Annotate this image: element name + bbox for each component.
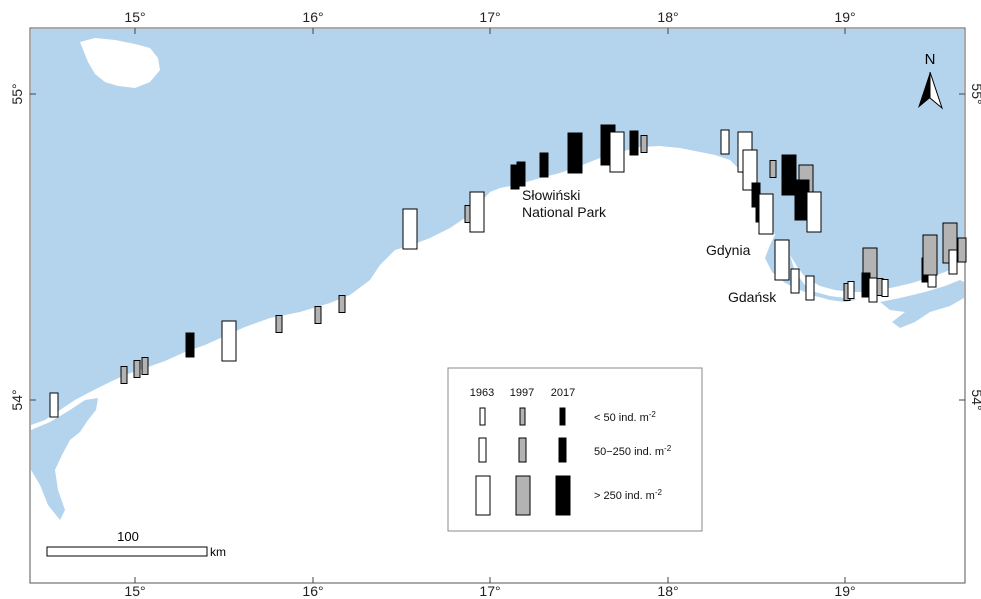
density-marker-2017-30 — [781, 154, 797, 196]
scale-value: 100 — [117, 529, 139, 544]
scale-bar: 100 km — [46, 529, 226, 559]
legend-year-1963: 1963 — [470, 387, 494, 399]
hel-peninsula — [790, 255, 962, 300]
baltic-sea — [31, 29, 964, 425]
tick-top-19: 19° — [834, 9, 855, 25]
density-marker-1963-33 — [806, 191, 822, 233]
density-marker-1963-36 — [847, 281, 855, 299]
density-marker-1963-21 — [720, 129, 730, 155]
density-marker-1963-28 — [774, 239, 790, 281]
tick-bottom-18: 18° — [657, 583, 678, 599]
legend-class-medium: 50−250 ind. m-2 — [594, 444, 672, 458]
tick-bottom-15: 15° — [124, 583, 145, 599]
tick-bottom-17: 17° — [479, 583, 500, 599]
legend-year-1997: 1997 — [510, 387, 534, 399]
density-marker-1963-41 — [881, 279, 889, 297]
density-marker-1997-7 — [275, 315, 283, 333]
north-arrow-icon: N — [918, 51, 944, 110]
density-marker-1963-34 — [805, 275, 815, 301]
tick-left-54: 54° — [9, 389, 25, 410]
tick-right-55: 55° — [969, 83, 981, 104]
tick-bottom-19: 19° — [834, 583, 855, 599]
north-label: N — [925, 51, 936, 68]
legend-year-2017: 2017 — [551, 387, 575, 399]
tick-right-54: 54° — [969, 389, 981, 410]
density-marker-1963-39 — [868, 277, 878, 303]
density-marker-1997-9 — [338, 295, 346, 313]
density-marker-1997-3 — [141, 357, 149, 375]
density-marker-2017-4 — [185, 332, 195, 358]
density-marker-1997-27 — [769, 160, 777, 178]
graticule-ticks — [30, 28, 965, 583]
legend-class-small: < 50 ind. m-2 — [594, 410, 656, 424]
density-marker-1963-23 — [742, 149, 758, 191]
density-markers — [49, 124, 967, 418]
density-marker-1997-44 — [922, 234, 938, 276]
tick-top-17: 17° — [479, 9, 500, 25]
label-national-park: National Park — [522, 204, 607, 220]
density-marker-1997-2 — [133, 360, 141, 378]
density-marker-1997-1 — [120, 366, 128, 384]
tick-top-16: 16° — [302, 9, 323, 25]
label-gdynia: Gdynia — [706, 242, 751, 258]
scale-unit: km — [210, 545, 226, 559]
bottom-tick-labels: 15° 16° 17° 18° 19° — [124, 583, 855, 599]
density-marker-1963-29 — [790, 268, 800, 294]
density-marker-1997-20 — [640, 135, 648, 153]
density-marker-1963-12 — [469, 191, 485, 233]
density-marker-1997-47 — [957, 237, 967, 263]
density-marker-2017-16 — [567, 132, 583, 174]
label-slowinski: Słowiński — [522, 187, 580, 203]
density-marker-1963-26 — [758, 193, 774, 235]
density-marker-1963-18 — [609, 131, 625, 173]
density-marker-1963-0 — [49, 392, 59, 418]
tick-top-18: 18° — [657, 9, 678, 25]
bornholm-island — [80, 38, 160, 88]
szczecin-lagoon — [31, 398, 98, 520]
tick-left-55: 55° — [9, 83, 25, 104]
density-marker-1963-10 — [402, 208, 418, 250]
density-marker-2017-15 — [539, 152, 549, 178]
tick-top-15: 15° — [124, 9, 145, 25]
density-marker-1963-6 — [221, 320, 237, 362]
density-marker-1963-46 — [948, 249, 958, 275]
label-gdansk: Gdańsk — [728, 289, 777, 305]
legend: 1963 1997 2017 < 50 ind. m-2 50−250 ind.… — [447, 367, 703, 532]
density-marker-2017-14 — [516, 161, 526, 187]
density-marker-2017-19 — [629, 130, 639, 156]
legend-class-large: > 250 ind. m-2 — [594, 488, 663, 502]
vistula-spit — [880, 280, 964, 328]
tick-bottom-16: 16° — [302, 583, 323, 599]
top-tick-labels: 15° 16° 17° 18° 19° — [124, 9, 855, 25]
density-marker-1997-8 — [314, 306, 322, 324]
